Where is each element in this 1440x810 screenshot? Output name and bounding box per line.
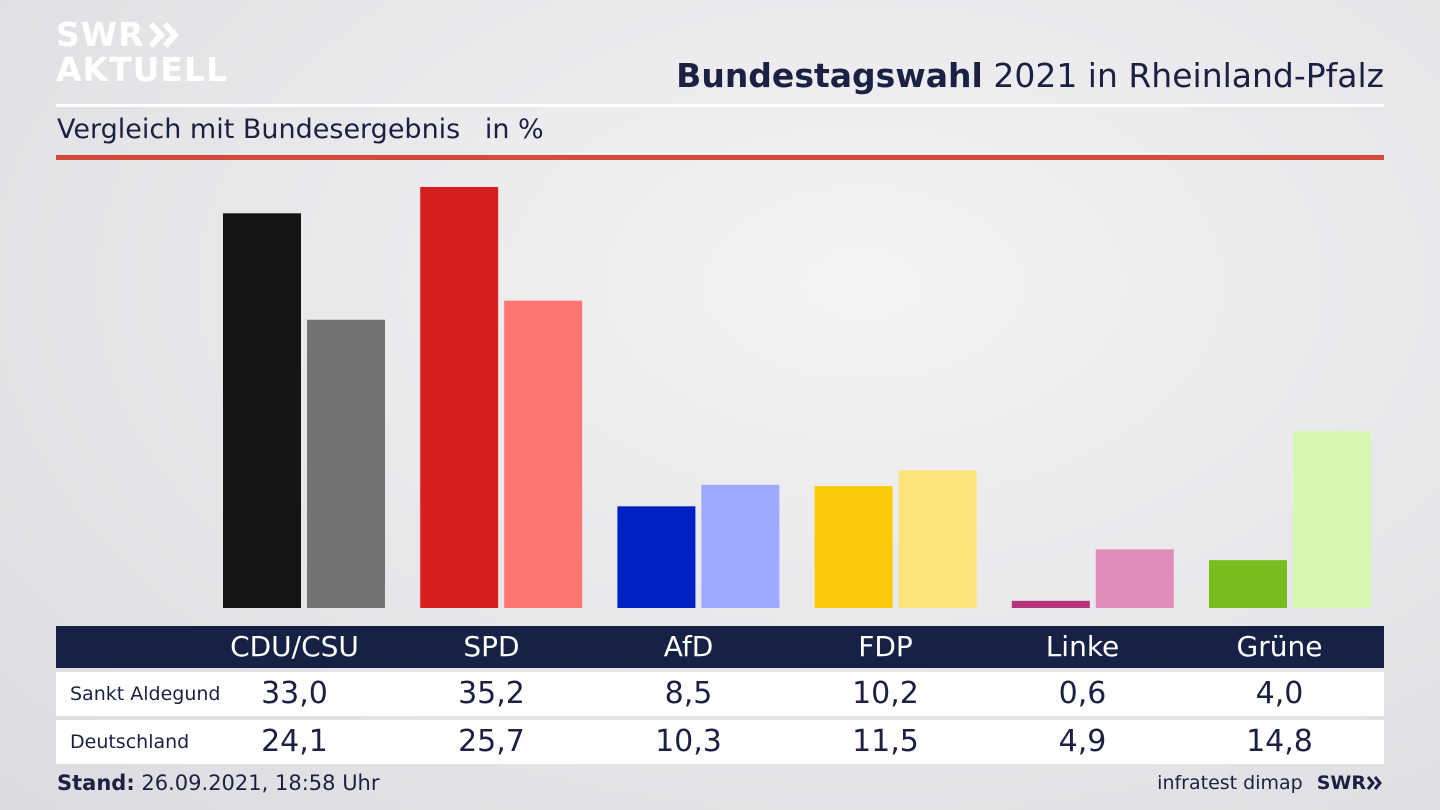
bar-spd-national [504, 300, 583, 608]
subtitle-divider [56, 155, 1384, 160]
table-header-cell: SPD [463, 630, 520, 663]
table-header-cell: Grüne [1236, 630, 1323, 663]
table-header-cell: AfD [663, 630, 714, 663]
table-header-spacer [56, 626, 196, 668]
table-cell: 25,7 [458, 724, 525, 759]
table-cell: 10,3 [655, 724, 722, 759]
table-cell: 4,0 [1255, 676, 1304, 711]
chart-title: Bundestagswahl 2021 in Rheinland-Pfalz [676, 56, 1384, 95]
double-chevron-icon [1366, 776, 1382, 790]
bar-spd-local [420, 187, 499, 608]
table-row-label: Sankt Aldegund [70, 683, 221, 705]
results-table: CDU/CSU SPD AfD FDP Linke Grüne Sankt Al… [56, 626, 1384, 764]
table-cell: 14,8 [1246, 724, 1313, 759]
bar-cdu-csu-national [307, 319, 385, 608]
subtitle-text: Vergleich mit Bundesergebnis [57, 114, 461, 145]
source-text: infratest dimap [1157, 772, 1303, 794]
table-row-label: Deutschland [70, 731, 190, 753]
table-header-cell: Linke [1045, 630, 1120, 663]
bar-afd-national [701, 484, 780, 608]
bar-fdp-local [814, 486, 893, 608]
bar-gr-ne-local [1209, 560, 1287, 608]
table-header-cell: FDP [858, 630, 913, 663]
table-row: Deutschland 24,1 25,7 10,3 11,5 4,9 14,8 [56, 720, 1384, 764]
bar-cdu-csu-local [223, 213, 301, 608]
logo-aktuell-text: AKTUELL [56, 50, 229, 89]
table-cell: 24,1 [261, 724, 328, 759]
table-cell: 10,2 [852, 676, 919, 711]
title-divider [56, 104, 1384, 107]
swr-brand-text: SWR [1316, 772, 1366, 794]
table-cell: 4,9 [1058, 724, 1107, 759]
table-cell: 11,5 [852, 724, 919, 759]
bar-afd-local [617, 506, 696, 608]
title-bold: Bundestagswahl [676, 56, 983, 95]
title-rest: 2021 in Rheinland-Pfalz [993, 56, 1384, 95]
table-header-row: CDU/CSU SPD AfD FDP Linke Grüne [56, 626, 1384, 668]
subtitle-unit: in % [484, 114, 544, 145]
table-row: Sankt Aldegund 33,0 35,2 8,5 10,2 0,6 4,… [56, 672, 1384, 716]
table-cell: 8,5 [664, 676, 713, 711]
chart-subtitle: Vergleich mit Bundesergebnis in % [57, 114, 544, 145]
table-cell: 35,2 [458, 676, 525, 711]
table-cell: 0,6 [1058, 676, 1107, 711]
bar-linke-national [1095, 549, 1174, 608]
table-cell: 33,0 [261, 676, 328, 711]
bar-linke-local [1011, 600, 1090, 608]
logo-swr-text: SWR [56, 15, 145, 54]
bar-fdp-national [898, 470, 977, 608]
timestamp: Stand: 26.09.2021, 18:58 Uhr [57, 771, 380, 795]
swr-brand: SWR [1317, 772, 1384, 794]
source-credit: infratest dimap SWR [1157, 772, 1384, 794]
bar-gr-ne-national [1293, 430, 1371, 608]
table-header-cell: CDU/CSU [230, 630, 359, 663]
swr-aktuell-logo: SWR AKTUELL [56, 18, 228, 88]
timestamp-value: 26.09.2021, 18:58 Uhr [141, 771, 380, 795]
bar-chart [223, 187, 1371, 608]
double-chevron-icon [148, 21, 179, 49]
timestamp-label: Stand: [57, 771, 135, 795]
